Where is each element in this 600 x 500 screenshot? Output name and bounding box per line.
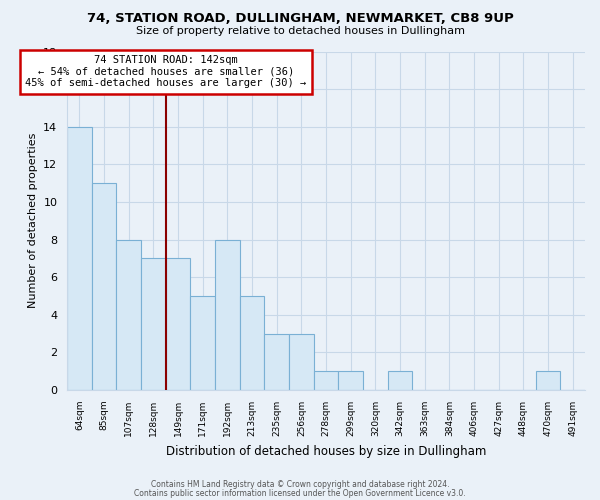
Bar [116,240,141,390]
Y-axis label: Number of detached properties: Number of detached properties [28,133,38,308]
Bar [215,240,240,390]
Bar [314,372,338,390]
Bar [388,372,412,390]
Bar [190,296,215,390]
Bar [166,258,190,390]
Text: 74 STATION ROAD: 142sqm
← 54% of detached houses are smaller (36)
45% of semi-de: 74 STATION ROAD: 142sqm ← 54% of detache… [25,56,307,88]
Text: 74, STATION ROAD, DULLINGHAM, NEWMARKET, CB8 9UP: 74, STATION ROAD, DULLINGHAM, NEWMARKET,… [86,12,514,26]
Bar [67,126,92,390]
Bar [265,334,289,390]
Bar [338,372,363,390]
Bar [240,296,265,390]
Bar [536,372,560,390]
X-axis label: Distribution of detached houses by size in Dullingham: Distribution of detached houses by size … [166,444,486,458]
Text: Contains HM Land Registry data © Crown copyright and database right 2024.: Contains HM Land Registry data © Crown c… [151,480,449,489]
Text: Contains public sector information licensed under the Open Government Licence v3: Contains public sector information licen… [134,489,466,498]
Text: Size of property relative to detached houses in Dullingham: Size of property relative to detached ho… [136,26,464,36]
Bar [141,258,166,390]
Bar [289,334,314,390]
Bar [92,183,116,390]
